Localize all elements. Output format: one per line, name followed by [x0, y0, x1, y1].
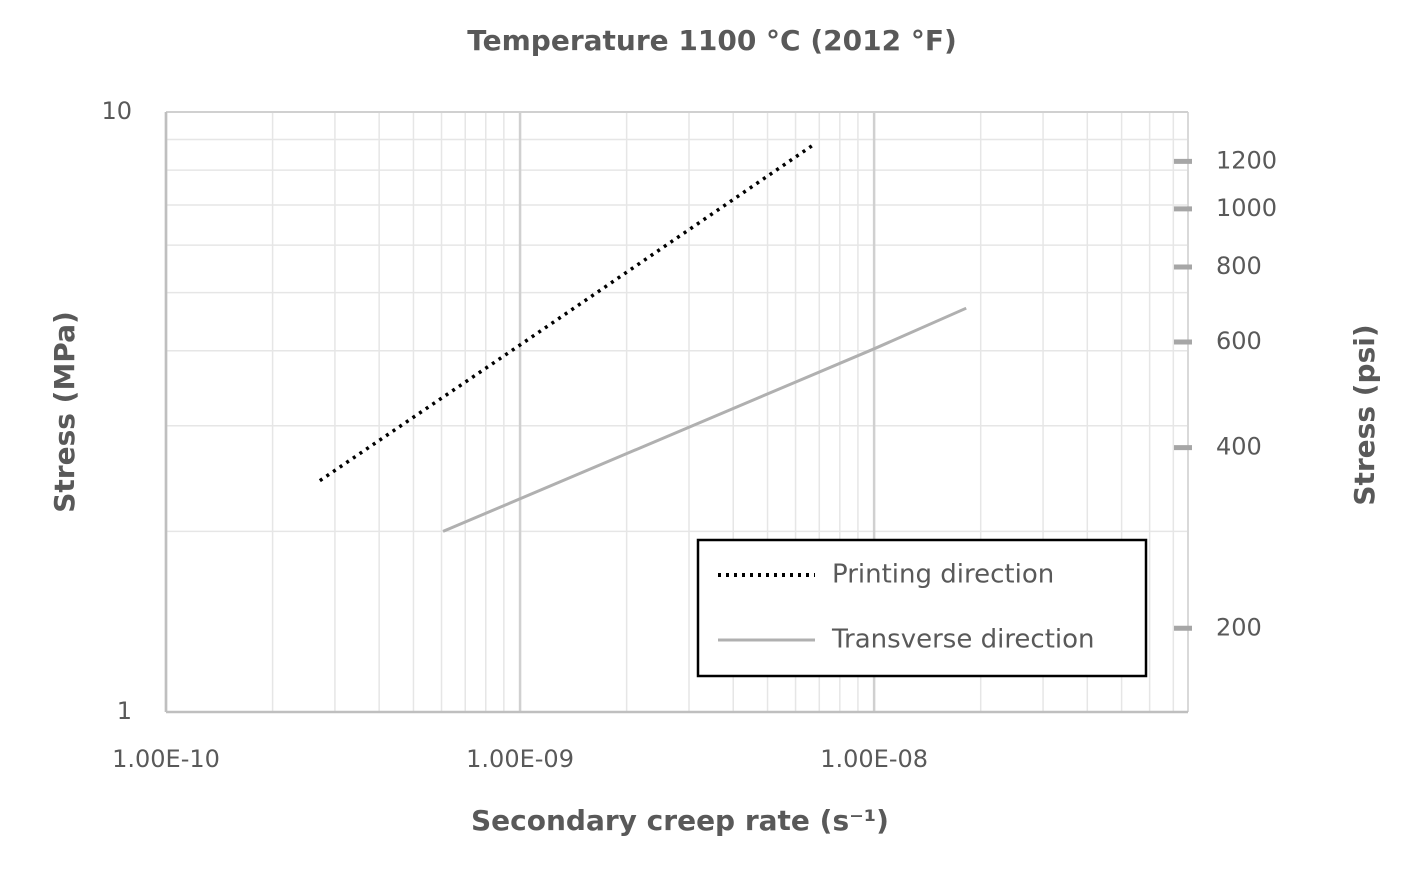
x-tick-label: 1.00E-09 [466, 745, 574, 773]
y-tick-label: 10 [101, 97, 132, 125]
x-axis-label: Secondary creep rate (s⁻¹) [471, 804, 889, 837]
y2-tick-label: 400 [1216, 433, 1262, 461]
chart-title: Temperature 1100 °C (2012 °F) [467, 24, 957, 57]
series-line [442, 306, 967, 533]
y2-tick-label: 1200 [1216, 146, 1277, 174]
legend-box [696, 538, 1148, 678]
y2-tick-label: 600 [1216, 327, 1262, 355]
y-tick-label: 1 [117, 697, 132, 725]
legend: Printing direction Transverse direction [696, 538, 1148, 678]
series-line [318, 142, 816, 483]
y2-tick-label: 200 [1216, 613, 1262, 641]
legend-label: Printing direction [832, 560, 1054, 590]
y2-axis-label: Stress (psi) [1348, 324, 1381, 505]
y2-tick-label: 1000 [1216, 194, 1277, 222]
legend-label: Transverse direction [831, 625, 1095, 655]
y2-tick-label: 800 [1216, 252, 1262, 280]
x-tick-label: 1.00E-08 [820, 745, 928, 773]
x-tick-label: 1.00E-10 [112, 745, 220, 773]
y-axis-label: Stress (MPa) [48, 311, 81, 513]
